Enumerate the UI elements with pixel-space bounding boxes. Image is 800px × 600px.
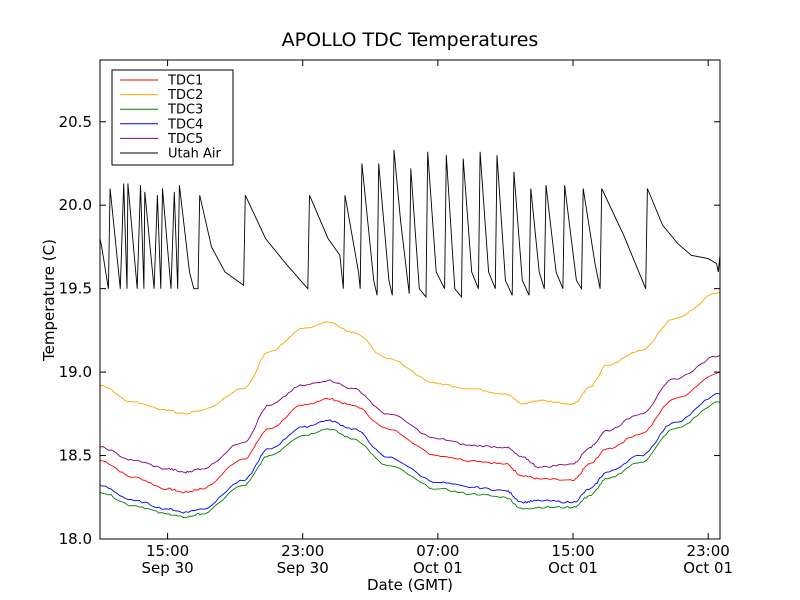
x-tick-label-time: 15:00 — [146, 542, 189, 560]
series-line-tdc2 — [99, 291, 721, 415]
x-tick-label-date: Sep 30 — [142, 559, 194, 577]
y-tick-label: 19.0 — [59, 363, 92, 381]
y-tick-label: 18.0 — [59, 530, 92, 548]
x-tick-label-time: 23:00 — [281, 542, 324, 560]
y-tick-label: 19.5 — [59, 280, 92, 298]
legend-label-tdc4: TDC4 — [167, 117, 203, 132]
y-tick-label: 20.0 — [59, 196, 92, 214]
legend-box — [111, 69, 234, 166]
y-tick-label: 18.5 — [59, 447, 92, 465]
series-group — [99, 150, 721, 519]
x-tick-label-date: Oct 01 — [413, 559, 463, 577]
series-line-tdc4 — [99, 393, 721, 514]
plot-frame — [99, 59, 721, 540]
x-tick-label-time: 07:00 — [416, 542, 459, 560]
chart-title: APOLLO TDC Temperatures — [282, 29, 539, 51]
x-tick-label-time: 23:00 — [687, 542, 730, 560]
legend-label-tdc3: TDC3 — [167, 103, 203, 118]
y-axis-label: Temperature (C) — [40, 239, 58, 362]
series-line-utah-air — [99, 150, 721, 299]
legend-label-utah-air: Utah Air — [168, 147, 221, 162]
x-tick-label-date: Oct 01 — [548, 559, 598, 577]
series-line-tdc1 — [99, 371, 721, 494]
y-tick-label: 20.5 — [59, 113, 92, 131]
legend-label-tdc5: TDC5 — [167, 132, 203, 147]
x-tick-label-time: 15:00 — [551, 542, 594, 560]
series-line-tdc3 — [99, 401, 721, 519]
legend-label-tdc2: TDC2 — [167, 88, 203, 103]
x-tick-label-date: Sep 30 — [277, 559, 329, 577]
legend-label-tdc1: TDC1 — [167, 74, 203, 89]
series-line-tdc5 — [99, 354, 721, 474]
x-axis-label: Date (GMT) — [367, 576, 453, 594]
x-tick-label-date: Oct 01 — [683, 559, 733, 577]
